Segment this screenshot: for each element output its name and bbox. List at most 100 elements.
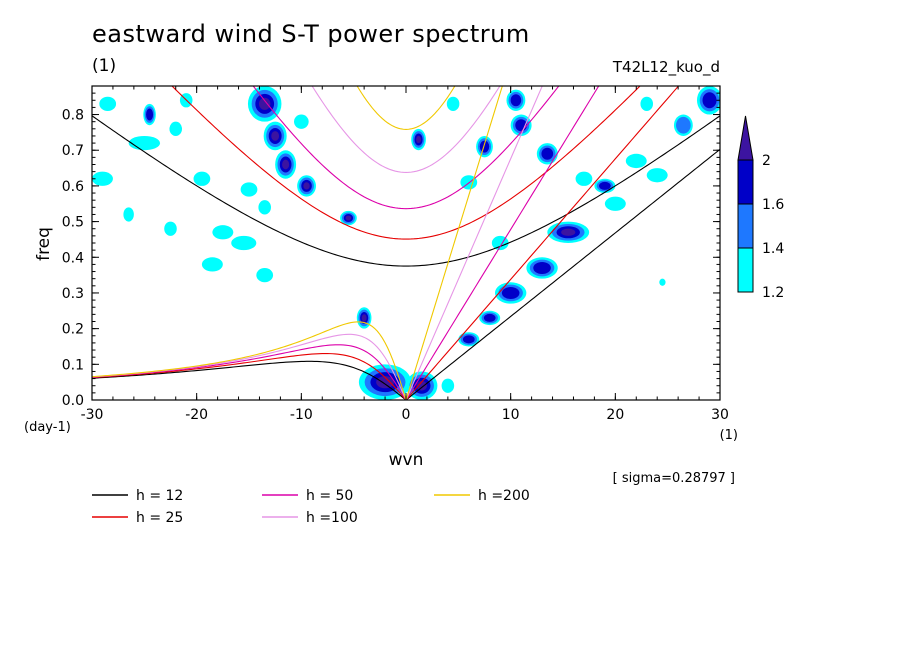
- kelvin-curve-h25: [405, 86, 680, 400]
- chart-subtitle: (1): [92, 56, 117, 76]
- power-anomaly-blob: [193, 171, 211, 186]
- power-anomaly-blob: [169, 121, 183, 136]
- kelvin-curve-h200: [405, 86, 503, 400]
- chart-title: eastward wind S-T power spectrum: [92, 20, 530, 48]
- x-axis-label: wvn: [389, 450, 424, 470]
- y-tick-label: 0.7: [62, 143, 84, 159]
- x-tick-label: 10: [502, 407, 520, 423]
- power-anomaly-blob: [561, 228, 576, 236]
- inertia-gravity-curve-h100: [311, 86, 501, 173]
- x-axis-units: (1): [720, 428, 738, 443]
- power-anomaly-blob: [510, 94, 522, 107]
- y-axis-label: freq: [34, 227, 54, 261]
- legend-label: h = 25: [136, 510, 183, 526]
- inertia-gravity-curve-h200: [356, 86, 456, 130]
- power-anomaly-blob: [416, 380, 428, 391]
- legend-label: h =200: [478, 488, 530, 504]
- power-anomaly-blob: [92, 171, 113, 186]
- power-anomaly-blob: [416, 135, 422, 144]
- y-tick-label: 0.8: [62, 108, 84, 124]
- power-anomaly-blob: [659, 278, 666, 286]
- rossby-curve-h200: [92, 321, 407, 400]
- power-anomaly-blob: [201, 257, 223, 272]
- legend-label: h =100: [306, 510, 358, 526]
- x-tick-label: -10: [290, 407, 313, 423]
- plot-frame: [91, 85, 721, 401]
- power-anomaly-blob: [361, 314, 367, 322]
- inertia-gravity-curve-h12: [92, 115, 720, 267]
- power-anomaly-blob: [99, 96, 117, 111]
- power-anomaly-blob: [164, 221, 177, 236]
- y-axis-units: (day-1): [24, 420, 71, 435]
- colorbar-label: 2: [762, 153, 771, 169]
- inertia-gravity-curve-h50: [252, 86, 560, 210]
- kelvin-curve-h100: [405, 86, 543, 400]
- dispersion-curve-layer: [92, 86, 720, 400]
- power-anomaly-blob: [479, 140, 490, 153]
- power-anomaly-blob: [501, 286, 520, 299]
- colorbar-segment: [737, 159, 754, 205]
- run-name-label: T42L12_kuo_d: [612, 58, 720, 76]
- colorbar: 1.2 1.4 1.6 2: [737, 115, 784, 301]
- y-tick-label: 0.6: [62, 179, 84, 195]
- y-tick-label: 0.0: [62, 393, 84, 409]
- kelvin-curve-h50: [405, 86, 600, 400]
- x-tick-label: 30: [711, 407, 729, 423]
- power-anomaly-blob: [646, 168, 668, 183]
- power-anomaly-blob: [599, 181, 611, 190]
- power-anomaly-blob: [702, 92, 717, 109]
- power-anomaly-blob: [533, 261, 551, 274]
- power-anomaly-blob: [483, 313, 496, 322]
- power-anomaly-blob: [541, 147, 554, 160]
- power-anomaly-blob: [446, 96, 460, 111]
- power-anomaly-blob: [258, 200, 271, 215]
- power-anomaly-blob: [303, 182, 310, 190]
- power-anomaly-blob: [282, 159, 290, 170]
- power-anomaly-blob: [212, 225, 234, 240]
- power-anomaly-blob: [231, 235, 257, 251]
- power-anomaly-blob: [376, 376, 394, 389]
- x-tick-label: -20: [185, 407, 208, 423]
- rossby-curve-h100: [92, 333, 407, 400]
- x-tick-label: 0: [402, 407, 411, 423]
- y-tick-label: 0.3: [62, 286, 84, 302]
- power-anomaly-blob: [271, 131, 280, 141]
- colorbar-label: 1.4: [762, 241, 784, 257]
- y-tick-label: 0.5: [62, 215, 84, 231]
- power-anomaly-blob: [146, 108, 154, 121]
- power-anomaly-blob: [575, 171, 593, 186]
- power-anomaly-blob: [676, 116, 691, 134]
- kelvin-curve-h12: [405, 148, 720, 400]
- inertia-gravity-curve-h25: [171, 86, 641, 240]
- power-anomaly-blob: [640, 96, 654, 111]
- y-tick-label: 0.1: [62, 357, 84, 373]
- x-tick-label: 20: [606, 407, 624, 423]
- colorbar-segment: [737, 247, 754, 293]
- power-anomaly-blob: [128, 135, 161, 151]
- power-anomaly-blob: [462, 335, 475, 344]
- power-anomaly-layer: [92, 86, 720, 400]
- power-anomaly-blob: [123, 207, 134, 222]
- power-anomaly-blob: [256, 267, 274, 283]
- power-anomaly-blob: [441, 378, 455, 393]
- y-tick-label: 0.4: [62, 250, 84, 266]
- colorbar-label: 1.2: [762, 285, 784, 301]
- rossby-curve-h25: [92, 352, 407, 400]
- legend-label: h = 12: [136, 488, 183, 504]
- axes-layer: -30 -20 -10 0 10 20 30 0.0 0.1 0.2 0.3 0.4 0.5 0.6 0.7…: [62, 86, 729, 423]
- power-anomaly-blob: [491, 235, 509, 251]
- power-anomaly-blob: [240, 182, 258, 197]
- colorbar-extend-arrow: [737, 115, 754, 161]
- colorbar-segment: [737, 203, 754, 249]
- legend: h = 12 h = 25 h = 50 h =100 h =200: [92, 488, 530, 526]
- y-tick-label: 0.2: [62, 322, 84, 338]
- colorbar-label: 1.6: [762, 197, 784, 213]
- power-anomaly-blob: [604, 196, 626, 211]
- power-anomaly-blob: [294, 114, 309, 129]
- power-anomaly-blob: [625, 153, 647, 169]
- x-tick-label: -30: [81, 407, 104, 423]
- sigma-label: [ sigma=0.28797 ]: [613, 471, 735, 486]
- power-anomaly-blob: [345, 215, 352, 221]
- rossby-curve-h12: [92, 360, 407, 400]
